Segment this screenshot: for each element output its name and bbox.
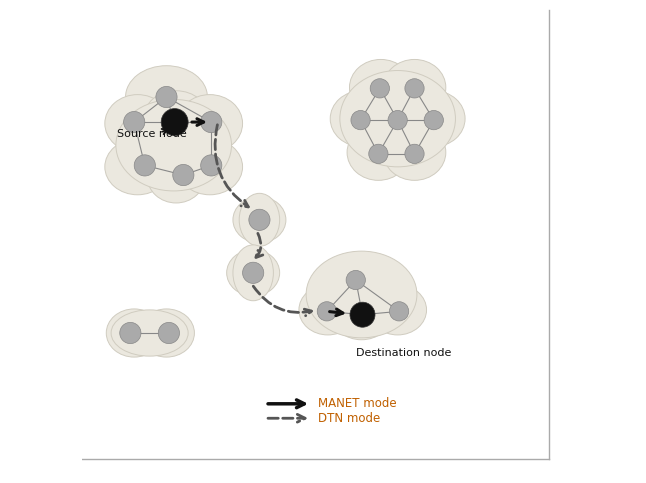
Ellipse shape	[143, 91, 209, 147]
Ellipse shape	[347, 125, 410, 180]
Ellipse shape	[369, 144, 388, 163]
Ellipse shape	[201, 112, 222, 133]
Ellipse shape	[147, 150, 205, 203]
Ellipse shape	[369, 285, 426, 335]
Ellipse shape	[134, 155, 156, 176]
Ellipse shape	[346, 270, 366, 290]
Ellipse shape	[424, 111, 443, 130]
Ellipse shape	[177, 95, 242, 153]
Text: Destination node: Destination node	[356, 348, 451, 358]
Ellipse shape	[158, 323, 180, 343]
Ellipse shape	[116, 99, 231, 191]
Ellipse shape	[351, 111, 370, 130]
Ellipse shape	[156, 86, 177, 108]
Ellipse shape	[370, 79, 390, 98]
Ellipse shape	[201, 155, 222, 176]
Ellipse shape	[349, 59, 412, 115]
Ellipse shape	[317, 302, 337, 321]
Ellipse shape	[120, 323, 141, 343]
Ellipse shape	[327, 255, 384, 305]
Ellipse shape	[390, 302, 409, 321]
Ellipse shape	[172, 164, 194, 185]
Ellipse shape	[383, 125, 446, 180]
Ellipse shape	[239, 193, 280, 246]
Ellipse shape	[306, 251, 417, 338]
Ellipse shape	[233, 245, 273, 301]
Ellipse shape	[405, 144, 424, 163]
Ellipse shape	[107, 309, 162, 357]
Ellipse shape	[405, 79, 424, 98]
Ellipse shape	[330, 91, 393, 147]
Ellipse shape	[249, 209, 270, 230]
Ellipse shape	[138, 309, 194, 357]
Ellipse shape	[366, 91, 429, 147]
Text: DTN mode: DTN mode	[318, 412, 380, 425]
Ellipse shape	[233, 197, 286, 243]
Ellipse shape	[123, 112, 145, 133]
Ellipse shape	[388, 111, 407, 130]
Ellipse shape	[125, 66, 207, 128]
Ellipse shape	[105, 95, 171, 153]
Ellipse shape	[162, 109, 188, 136]
Ellipse shape	[242, 262, 264, 284]
Ellipse shape	[331, 290, 391, 340]
Ellipse shape	[105, 139, 171, 195]
Ellipse shape	[299, 285, 357, 335]
Ellipse shape	[402, 91, 465, 147]
Text: Source node: Source node	[118, 128, 187, 139]
Text: MANET mode: MANET mode	[318, 398, 397, 410]
Ellipse shape	[227, 250, 280, 296]
Ellipse shape	[111, 310, 188, 356]
Ellipse shape	[383, 59, 446, 115]
Ellipse shape	[177, 139, 242, 195]
Ellipse shape	[340, 71, 455, 167]
Ellipse shape	[350, 302, 375, 327]
